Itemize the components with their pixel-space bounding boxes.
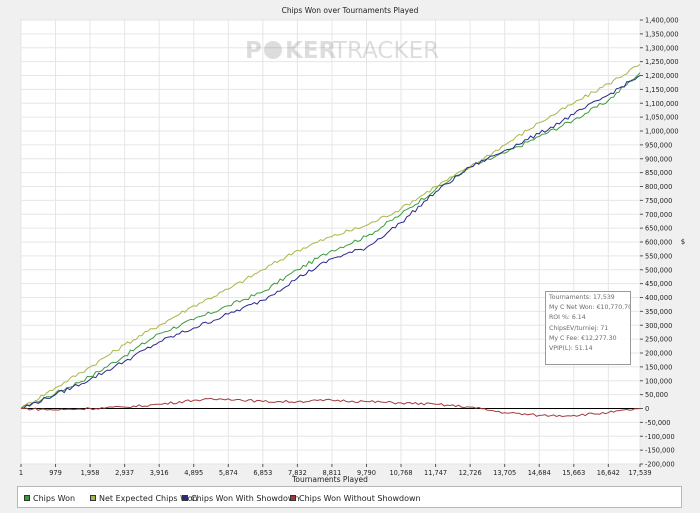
y-tick-label: 350,000 — [645, 308, 672, 316]
legend-swatch — [24, 495, 30, 501]
y-tick-label: 650,000 — [645, 225, 672, 233]
legend-item-net-expected[interactable]: Net Expected Chips Won — [90, 491, 198, 505]
watermark-ker: KER — [285, 38, 337, 64]
y-tick-label: 550,000 — [645, 252, 672, 260]
legend-label: Net Expected Chips Won — [99, 493, 198, 503]
x-tick-label: 2,937 — [115, 469, 134, 477]
watermark-p: P — [245, 38, 262, 64]
stats-fee: My C Fee: €12,277.30 — [549, 334, 617, 342]
y-tick-label: 1,300,000 — [645, 44, 679, 52]
chart-title: Chips Won over Tournaments Played — [282, 6, 419, 15]
x-tick-label: 16,642 — [597, 469, 620, 477]
x-tick-label: 1,958 — [81, 469, 100, 477]
series-line-chips-won-without-showdown — [20, 397, 641, 418]
series — [20, 63, 641, 418]
stats-box: Tournaments: 17,539 My C Net Won: €10,77… — [545, 291, 631, 365]
y-tick-label: 1,200,000 — [645, 72, 679, 80]
x-tick-label: 12,726 — [459, 469, 482, 477]
x-tick-label: 11,747 — [424, 469, 447, 477]
y-tick-label: 150,000 — [645, 363, 672, 371]
series-line-chips-won-with-showdown — [20, 75, 641, 409]
legend-label: Chips Won Without Showdown — [299, 493, 421, 503]
y-tick-label: 500,000 — [645, 266, 672, 274]
x-tick-label: 4,895 — [184, 469, 203, 477]
y-tick-label: 400,000 — [645, 294, 672, 302]
y-axis-ticks: -200,000 -150,000 -100,000 -50,000 0 50,000 10… — [640, 17, 679, 469]
stats-vpip: VPIP(L): 51.14 — [549, 345, 593, 353]
y-tick-label: 750,000 — [645, 197, 672, 205]
stats-chipsev: ChipsEV/turniej: 71 — [549, 324, 609, 332]
x-tick-label: 1 — [19, 469, 23, 477]
x-tick-label: 14,684 — [528, 469, 551, 477]
series-line-chips-won — [20, 72, 641, 409]
legend-item-chips-won[interactable]: Chips Won — [24, 491, 75, 505]
x-tick-label: 9,790 — [357, 469, 376, 477]
legend-label: Chips Won With Showdown — [191, 493, 300, 503]
y-tick-label: 1,400,000 — [645, 17, 679, 25]
series-line-net-expected-chips-won — [20, 63, 641, 409]
y-tick-label: 250,000 — [645, 336, 672, 344]
y-tick-label: 850,000 — [645, 169, 672, 177]
legend-swatch — [90, 495, 96, 501]
y-tick-label: 800,000 — [645, 183, 672, 191]
x-tick-label: 17,539 — [628, 469, 651, 477]
y-tick-label: 200,000 — [645, 350, 672, 358]
y-tick-label: -200,000 — [645, 461, 675, 469]
y-tick-label: 50,000 — [645, 391, 668, 399]
legend-item-without-showdown[interactable]: Chips Won Without Showdown — [290, 491, 421, 505]
y-tick-label: -150,000 — [645, 447, 675, 455]
stats-net-won: My C Net Won: €10,770.70 — [549, 304, 631, 312]
y-tick-label: 1,050,000 — [645, 114, 679, 122]
y-tick-label: 100,000 — [645, 377, 672, 385]
y-tick-label: -50,000 — [645, 419, 670, 427]
y-tick-label: 0 — [645, 405, 649, 413]
y-tick-label: 300,000 — [645, 322, 672, 330]
x-tick-label: 5,874 — [219, 469, 238, 477]
x-tick-label: 13,705 — [493, 469, 516, 477]
grid — [20, 19, 641, 465]
stats-roi: ROI %: 6.14 — [549, 314, 586, 322]
y-tick-label: -100,000 — [645, 433, 675, 441]
x-axis-label: Tournaments Played — [291, 475, 368, 484]
legend-item-with-showdown[interactable]: Chips Won With Showdown — [182, 491, 300, 505]
x-tick-label: 3,916 — [150, 469, 169, 477]
y-tick-label: 450,000 — [645, 280, 672, 288]
x-tick-label: 6,853 — [253, 469, 272, 477]
watermark-chip-icon — [264, 41, 282, 59]
x-tick-label: 10,768 — [389, 469, 412, 477]
watermark: P KER TRACKER — [245, 38, 439, 64]
y-tick-label: 1,000,000 — [645, 128, 679, 136]
x-axis-ticks: 1 979 1,958 2,937 3,916 4,895 5,874 6,853 7,832 8… — [19, 464, 652, 477]
x-tick-label: 8,811 — [323, 469, 342, 477]
y-tick-label: 1,350,000 — [645, 30, 679, 38]
legend-swatch — [290, 495, 296, 501]
legend-label: Chips Won — [33, 493, 76, 503]
y-tick-label: 1,250,000 — [645, 58, 679, 66]
y-tick-label: 1,150,000 — [645, 86, 679, 94]
y-tick-label: 950,000 — [645, 141, 672, 149]
y-tick-label: 900,000 — [645, 155, 672, 163]
y-axis-label: $ — [681, 238, 685, 246]
y-tick-label: 600,000 — [645, 239, 672, 247]
legend: Chips Won Net Expected Chips Won Chips W… — [17, 486, 682, 508]
stats-tournaments: Tournaments: 17,539 — [549, 294, 615, 301]
y-tick-label: 1,100,000 — [645, 100, 679, 108]
x-tick-label: 7,832 — [288, 469, 307, 477]
y-tick-label: 700,000 — [645, 211, 672, 219]
x-tick-label: 15,663 — [562, 469, 585, 477]
legend-swatch — [182, 495, 188, 501]
watermark-tracker: TRACKER — [332, 38, 439, 64]
x-tick-label: 979 — [49, 469, 62, 477]
